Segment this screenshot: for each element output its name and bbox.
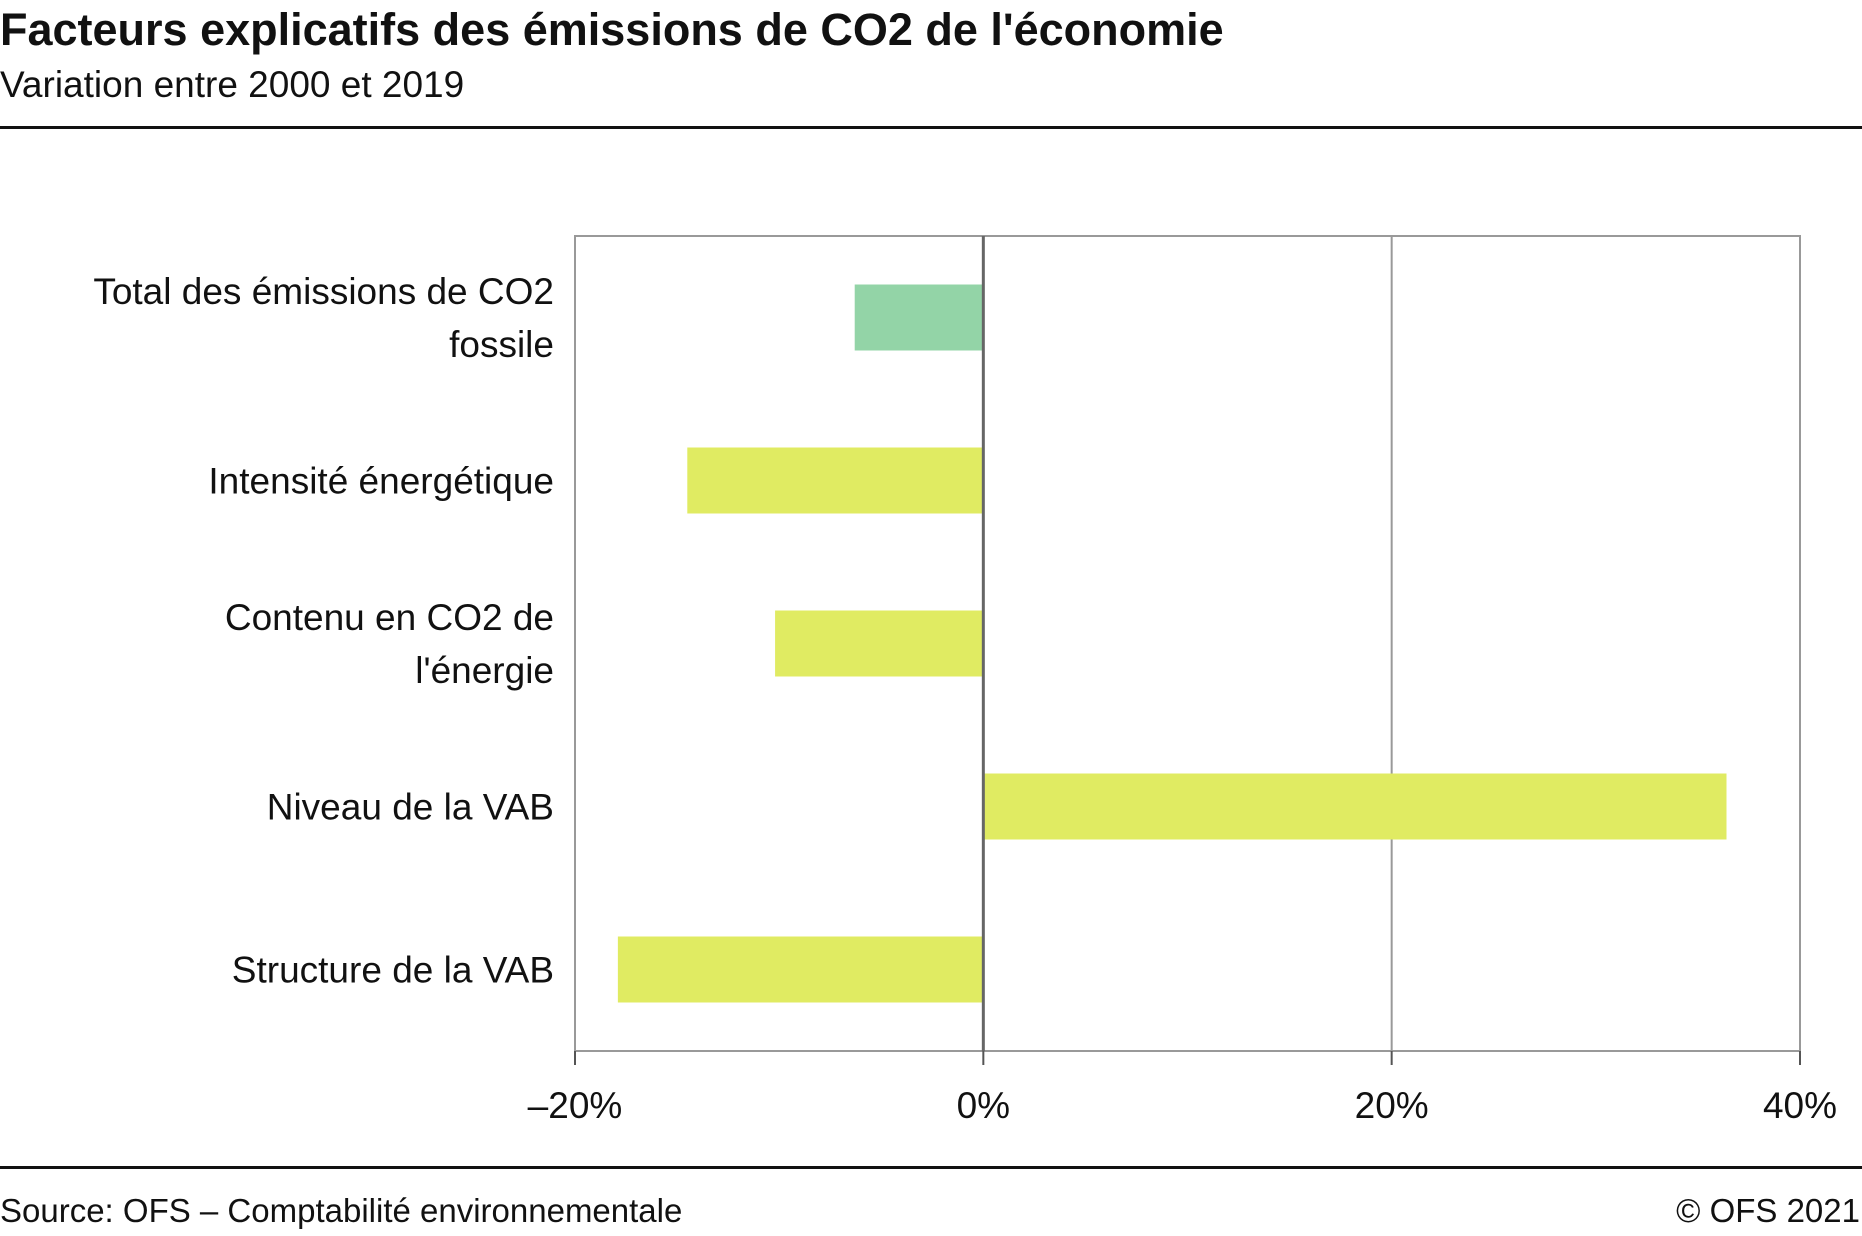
bar-2: [687, 447, 984, 514]
x-tick-label: 0%: [957, 1085, 1010, 1126]
bottom-divider: [0, 1166, 1862, 1169]
category-label: Intensité énergétique: [208, 461, 554, 502]
x-tick-label: –20%: [528, 1085, 623, 1126]
x-tick-label: 20%: [1355, 1085, 1429, 1126]
plot-frame: [574, 235, 1801, 1052]
category-label: Structure de la VAB: [232, 950, 554, 991]
copyright-note: © OFS 2021: [1676, 1192, 1860, 1229]
category-label: Contenu en CO2 de l'énergie: [225, 597, 554, 691]
bar-4: [983, 773, 1727, 840]
top-divider: [0, 126, 1862, 129]
bar-5: [617, 936, 984, 1003]
chart-subtitle: Variation entre 2000 et 2019: [0, 64, 465, 105]
bar-chart: –20% 0% 20% 40% Total des émissions de CO2 fo…: [93, 235, 1837, 1126]
x-tick-label: 40%: [1763, 1085, 1837, 1126]
source-note: Source: OFS – Comptabilité environnement…: [0, 1192, 683, 1229]
bar-1: [854, 284, 984, 351]
category-label: Total des émissions de CO2 fossile: [93, 271, 554, 365]
bar-3: [775, 610, 984, 677]
category-label: Niveau de la VAB: [267, 787, 554, 828]
chart-title: Facteurs explicatifs des émissions de CO…: [0, 4, 1224, 55]
